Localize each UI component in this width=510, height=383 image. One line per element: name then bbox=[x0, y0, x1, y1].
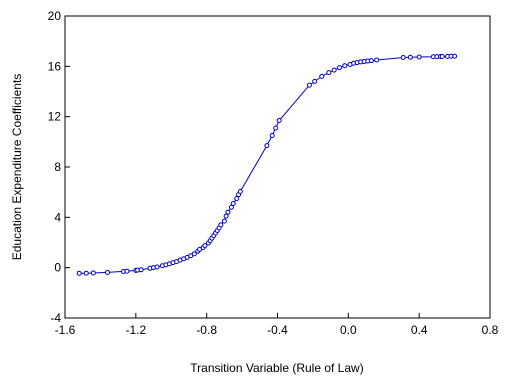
data-point bbox=[225, 209, 231, 215]
y-axis-ticks: -4 0 4 8 12 16 20 bbox=[48, 9, 70, 325]
y-tick-label: -4 bbox=[50, 311, 61, 325]
data-point bbox=[105, 269, 110, 275]
x-tick-label: -0.4 bbox=[267, 323, 288, 337]
data-point bbox=[336, 65, 342, 71]
y-tick-label: 0 bbox=[54, 261, 61, 275]
data-point bbox=[319, 73, 325, 79]
data-point bbox=[416, 54, 422, 60]
x-tick-label: 0.8 bbox=[482, 323, 499, 337]
data-point bbox=[223, 213, 229, 219]
data-point bbox=[331, 67, 337, 73]
data-point bbox=[312, 78, 318, 84]
data-point bbox=[326, 70, 332, 76]
data-point bbox=[264, 143, 270, 149]
data-point bbox=[230, 200, 236, 206]
data-point bbox=[228, 204, 234, 210]
y-tick-label: 12 bbox=[48, 110, 62, 124]
data-point bbox=[269, 133, 275, 139]
x-tick-label: -0.8 bbox=[196, 323, 217, 337]
y-tick-label: 8 bbox=[54, 160, 61, 174]
y-axis-title: Education Expenditure Coefficients bbox=[10, 74, 24, 261]
x-axis-ticks: -1.6 -1.2 -0.8 -0.4 0.0 0.4 0.8 bbox=[55, 313, 499, 337]
y-tick-label: 20 bbox=[48, 9, 62, 23]
data-point bbox=[218, 222, 224, 228]
data-point bbox=[138, 267, 144, 273]
y-tick-label: 4 bbox=[54, 210, 61, 224]
series-layer bbox=[76, 53, 458, 276]
x-tick-label: 0.0 bbox=[340, 323, 357, 337]
x-tick-label: 0.4 bbox=[411, 323, 428, 337]
data-point bbox=[400, 55, 406, 61]
series-line bbox=[79, 55, 455, 274]
data-point bbox=[374, 57, 380, 63]
data-point bbox=[368, 58, 374, 64]
data-point bbox=[306, 82, 312, 88]
data-point bbox=[439, 54, 445, 60]
data-point bbox=[452, 53, 458, 59]
data-point bbox=[276, 117, 282, 123]
data-point bbox=[90, 270, 96, 276]
x-tick-label: -1.6 bbox=[55, 323, 76, 337]
data-point bbox=[202, 243, 208, 249]
data-point bbox=[273, 125, 279, 131]
data-point bbox=[191, 251, 197, 257]
data-point bbox=[234, 195, 240, 201]
data-point bbox=[154, 264, 160, 270]
x-tick-label: -1.2 bbox=[125, 323, 146, 337]
data-point bbox=[83, 270, 89, 276]
data-point bbox=[407, 54, 413, 60]
x-axis-title: Transition Variable (Rule of Law) bbox=[190, 361, 363, 375]
y-tick-label: 16 bbox=[48, 59, 62, 73]
data-point bbox=[76, 270, 82, 276]
data-point bbox=[342, 63, 348, 69]
data-point bbox=[124, 268, 130, 274]
data-point bbox=[221, 218, 227, 224]
data-point bbox=[237, 189, 243, 195]
